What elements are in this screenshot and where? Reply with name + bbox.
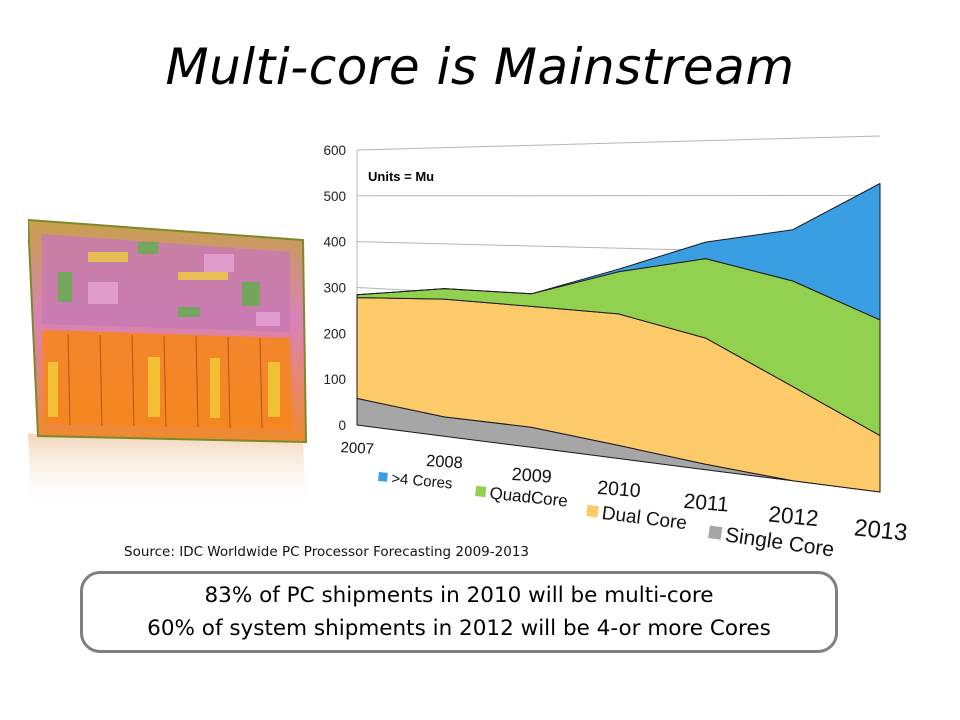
legend-swatch — [708, 525, 723, 540]
x-tick-label: 2013 — [853, 514, 909, 546]
legend-label: >4 Cores — [391, 470, 454, 492]
y-tick-label: 200 — [323, 326, 346, 341]
y-tick-label: 100 — [323, 372, 346, 387]
legend-swatch — [586, 504, 599, 518]
y-tick-label: 400 — [323, 235, 346, 250]
x-tick-label: 2009 — [511, 464, 552, 487]
slide-title: Multi-core is Mainstream — [165, 38, 795, 96]
stacked-area-chart: 0 100 200 300 400 500 600 2007 2008 2009 2010 2011… — [323, 135, 909, 562]
callout-line-2: 60% of system shipments in 2012 will be … — [147, 616, 771, 641]
x-tick-label: 2012 — [767, 502, 819, 532]
callout-line-1: 83% of PC shipments in 2010 will be mult… — [204, 583, 714, 608]
legend-item-4-cores: >4 Cores — [378, 470, 454, 492]
chart-areas — [356, 183, 881, 493]
x-tick-label: 2010 — [596, 477, 641, 502]
processor-die-image — [28, 218, 308, 512]
x-tick-label: 2008 — [426, 452, 464, 472]
x-axis-tick-labels: 2007 2008 2009 2010 2011 2012 2013 — [340, 439, 909, 547]
legend-label: QuadCore — [489, 484, 569, 511]
gridline — [356, 135, 881, 151]
legend-swatch — [475, 485, 487, 498]
y-tick-label: 500 — [323, 189, 346, 204]
legend-label: Single Core — [724, 523, 836, 561]
legend-swatch — [378, 472, 388, 482]
source-note: Source: IDC Worldwide PC Processor Forec… — [124, 544, 529, 560]
y-tick-label: 0 — [338, 418, 346, 433]
y-tick-label: 600 — [323, 143, 346, 158]
units-annotation: Units = Mu — [368, 169, 434, 184]
y-axis-tick-labels: 0 100 200 300 400 500 600 — [323, 143, 346, 433]
legend-item-quadcore: QuadCore — [475, 484, 569, 511]
legend-item-dual-core: Dual Core — [586, 503, 688, 534]
x-tick-label: 2007 — [340, 439, 374, 458]
callout-box: 83% of PC shipments in 2010 will be mult… — [80, 571, 838, 653]
x-tick-label: 2011 — [683, 490, 730, 517]
legend-label: Dual Core — [601, 503, 688, 534]
gridline — [356, 194, 881, 197]
y-tick-label: 300 — [323, 281, 346, 296]
area-4-cores — [356, 183, 881, 321]
